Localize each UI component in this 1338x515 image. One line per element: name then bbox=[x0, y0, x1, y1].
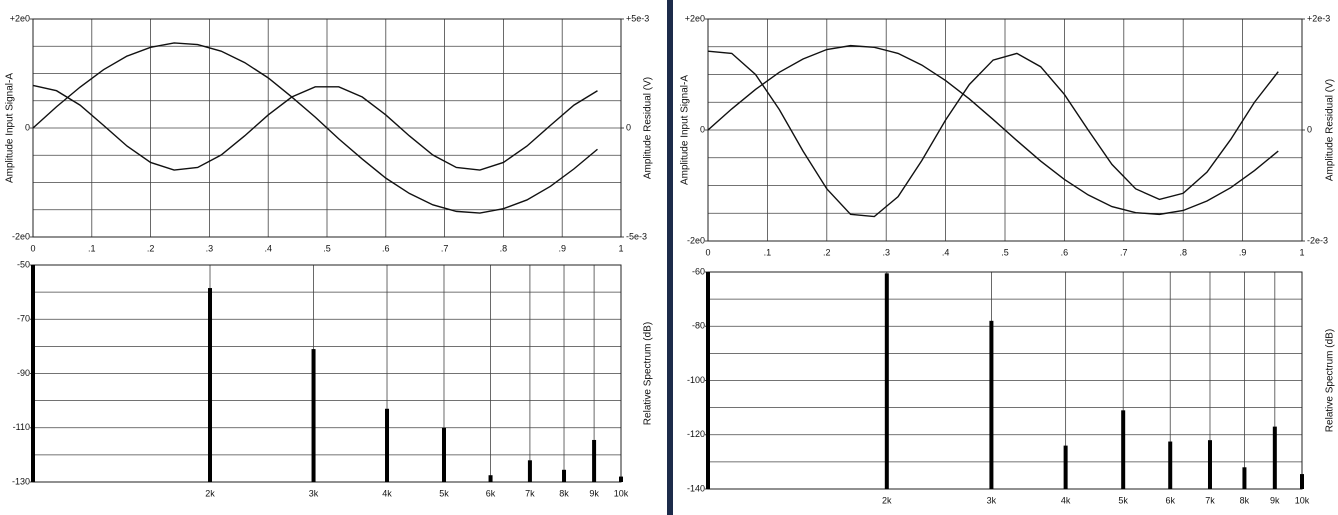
y-tick-label: -50 bbox=[17, 259, 30, 269]
x-tick-label: 4k bbox=[382, 488, 392, 498]
spectrum-bar bbox=[619, 476, 623, 482]
x-tick-label: 7k bbox=[525, 488, 535, 498]
x-tick-label: .3 bbox=[882, 247, 890, 257]
x-tick-label: 6k bbox=[486, 488, 496, 498]
x-tick-label: 5k bbox=[439, 488, 449, 498]
spectrum-bar bbox=[527, 460, 532, 482]
y-tick-label: -120 bbox=[687, 429, 705, 439]
x-tick-label: .7 bbox=[1120, 247, 1128, 257]
spectrum-bar bbox=[1242, 467, 1247, 489]
spectrum-bar bbox=[1121, 410, 1126, 489]
spectrum-bar bbox=[441, 427, 446, 482]
panel-divider bbox=[667, 0, 673, 515]
spectrum-bar bbox=[1168, 441, 1173, 489]
x-tick-label: 1 bbox=[1299, 247, 1304, 257]
x-tick-label: .4 bbox=[264, 243, 272, 253]
x-tick-label: 9k bbox=[1270, 495, 1280, 505]
y-tick-label: -100 bbox=[687, 375, 705, 385]
spectrum-bar bbox=[488, 475, 493, 482]
x-tick-label: 2k bbox=[882, 495, 892, 505]
y2-axis-title: Amplitude Residual (V) bbox=[643, 77, 654, 179]
signal-line bbox=[32, 42, 598, 214]
y-tick-label: -130 bbox=[12, 476, 30, 486]
x-tick-label: .4 bbox=[942, 247, 950, 257]
x-tick-label: .8 bbox=[500, 243, 508, 253]
y-tick-label: +2e0 bbox=[10, 13, 30, 23]
spectrum-bar bbox=[592, 439, 597, 482]
x-tick-label: 0 bbox=[705, 247, 710, 257]
y-tick-label: -60 bbox=[692, 266, 705, 276]
y-tick-label: 0 bbox=[700, 124, 705, 134]
spectrum-bar bbox=[31, 265, 35, 482]
y-tick-label: -2e0 bbox=[687, 235, 705, 245]
y2-tick-label: +2e-3 bbox=[1307, 13, 1330, 23]
x-tick-label: 6k bbox=[1165, 495, 1175, 505]
x-tick-label: 4k bbox=[1061, 495, 1071, 505]
x-tick-label: .1 bbox=[88, 243, 96, 253]
x-tick-label: 0 bbox=[30, 243, 35, 253]
x-tick-label: .6 bbox=[1061, 247, 1069, 257]
x-tick-label: 8k bbox=[1240, 495, 1250, 505]
y-tick-label: 0 bbox=[25, 122, 30, 132]
x-tick-label: 1 bbox=[618, 243, 623, 253]
x-tick-label: .5 bbox=[1001, 247, 1009, 257]
y-tick-label: -110 bbox=[13, 422, 30, 432]
x-tick-label: 3k bbox=[987, 495, 997, 505]
y2-tick-label: 0 bbox=[626, 122, 631, 132]
y-axis-title: Amplitude Input Signal-A bbox=[680, 75, 691, 185]
x-tick-label: .1 bbox=[764, 247, 772, 257]
spectrum-bar bbox=[562, 469, 567, 482]
y2-tick-label: -5e-3 bbox=[626, 231, 647, 241]
x-tick-label: .7 bbox=[441, 243, 449, 253]
signal-line bbox=[707, 44, 1279, 216]
x-tick-label: .6 bbox=[382, 243, 390, 253]
spectrum-bar bbox=[884, 273, 889, 489]
x-tick-label: 8k bbox=[559, 488, 569, 498]
y-tick-label: +2e0 bbox=[685, 13, 705, 23]
spectrum-bar bbox=[1063, 445, 1068, 489]
y2-axis-title: Amplitude Residual (V) bbox=[1325, 79, 1336, 181]
x-tick-label: 3k bbox=[309, 488, 319, 498]
y-axis-title: Amplitude Input Signal-A bbox=[5, 73, 16, 183]
y-tick-label: -80 bbox=[692, 321, 705, 331]
spectrum-bar bbox=[989, 320, 994, 489]
spectrum-bar bbox=[706, 272, 710, 489]
y-tick-label: -2e0 bbox=[12, 231, 30, 241]
y-tick-label: -140 bbox=[687, 483, 705, 493]
spectrum-bar bbox=[385, 408, 390, 482]
x-tick-label: .3 bbox=[206, 243, 214, 253]
spectrum-bar bbox=[311, 349, 316, 482]
y-tick-label: -90 bbox=[17, 368, 30, 378]
signal-line bbox=[707, 50, 1279, 218]
spectrum-bar bbox=[1300, 474, 1304, 489]
spectrum-bar bbox=[1272, 426, 1277, 489]
x-tick-label: 2k bbox=[205, 488, 215, 498]
x-tick-label: 7k bbox=[1205, 495, 1215, 505]
x-tick-label: .8 bbox=[1179, 247, 1187, 257]
x-tick-label: .9 bbox=[1239, 247, 1247, 257]
x-tick-label: .2 bbox=[147, 243, 155, 253]
y2-axis-title: Relative Spectrum (dB) bbox=[1325, 329, 1336, 432]
y2-tick-label: -2e-3 bbox=[1307, 235, 1328, 245]
spectrum-bar bbox=[1207, 440, 1212, 489]
y-tick-label: -70 bbox=[17, 314, 30, 324]
x-tick-label: .9 bbox=[558, 243, 566, 253]
y2-axis-title: Relative Spectrum (dB) bbox=[643, 322, 654, 425]
x-tick-label: 5k bbox=[1118, 495, 1128, 505]
y2-tick-label: 0 bbox=[1307, 124, 1312, 134]
x-tick-label: 10k bbox=[614, 488, 629, 498]
x-tick-label: .5 bbox=[323, 243, 331, 253]
x-tick-label: .2 bbox=[823, 247, 831, 257]
signal-line bbox=[32, 84, 598, 171]
spectrum-bar bbox=[208, 288, 213, 482]
x-tick-label: 9k bbox=[589, 488, 599, 498]
y2-tick-label: +5e-3 bbox=[626, 13, 649, 23]
x-tick-label: 10k bbox=[1295, 495, 1310, 505]
